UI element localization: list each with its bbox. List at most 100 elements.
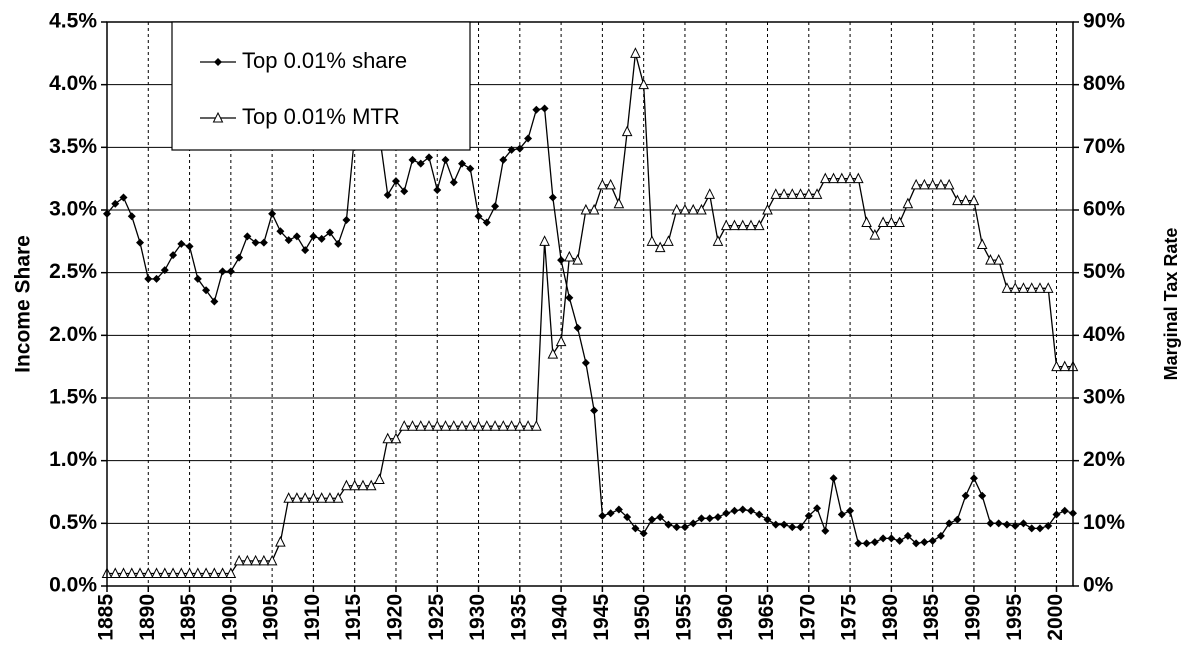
y-tick-label: 3.0% <box>49 198 97 221</box>
x-tick-label: 1910 <box>301 594 324 641</box>
point <box>214 58 222 66</box>
x-tick-label: 2000 <box>1044 594 1067 641</box>
point <box>398 420 410 431</box>
point <box>606 509 615 518</box>
point <box>729 219 740 231</box>
point <box>598 511 607 520</box>
y2-tick-label: 50% <box>1083 260 1125 283</box>
point <box>342 216 351 225</box>
y-tick-label: 4.0% <box>49 72 97 95</box>
point <box>301 246 310 255</box>
point <box>581 358 590 367</box>
point <box>142 567 154 578</box>
point <box>573 323 582 332</box>
point <box>167 567 179 578</box>
point <box>383 190 392 199</box>
y-tick-label: 4.5% <box>49 10 97 33</box>
point <box>136 238 145 247</box>
point <box>209 567 220 578</box>
y2-tick-label: 0% <box>1083 574 1114 597</box>
point <box>755 510 764 519</box>
y2-tick-label: 20% <box>1083 448 1125 471</box>
x-tick-label: 1895 <box>177 594 200 641</box>
series-line <box>107 53 1073 575</box>
grid <box>106 21 1073 587</box>
point <box>217 567 228 578</box>
point <box>829 474 838 483</box>
point <box>894 216 905 228</box>
point <box>679 203 691 215</box>
point <box>175 567 187 578</box>
point <box>250 554 261 566</box>
y-tick-label: 0.5% <box>49 511 97 534</box>
point <box>332 492 344 503</box>
point <box>819 172 831 184</box>
point <box>672 523 681 532</box>
point <box>804 511 813 520</box>
point <box>235 253 244 262</box>
point <box>515 144 524 153</box>
point <box>292 232 301 241</box>
point <box>423 420 435 431</box>
point <box>547 348 559 359</box>
point <box>334 239 343 248</box>
x-tick-label: 1985 <box>920 594 943 641</box>
x-tick-label: 1940 <box>549 594 572 641</box>
point <box>258 554 270 566</box>
point <box>969 474 978 483</box>
point <box>590 406 599 415</box>
point <box>928 536 937 545</box>
point <box>722 509 731 518</box>
point <box>986 519 995 528</box>
point <box>555 335 567 347</box>
point <box>886 216 897 228</box>
x-tick-label: 1930 <box>466 594 489 641</box>
point <box>202 286 211 295</box>
point <box>730 506 739 515</box>
x-tick-label: 1980 <box>879 594 902 641</box>
point <box>415 420 427 431</box>
x-tick-label: 1885 <box>95 594 118 641</box>
point <box>1035 524 1044 533</box>
point <box>522 420 534 431</box>
point <box>365 479 377 491</box>
point <box>506 420 517 431</box>
point <box>697 514 706 523</box>
point <box>357 479 369 491</box>
point <box>1027 524 1036 533</box>
point <box>144 274 153 283</box>
point <box>696 203 707 215</box>
point <box>283 492 294 503</box>
point <box>936 531 945 540</box>
point <box>325 228 334 237</box>
point <box>416 159 425 168</box>
point <box>507 145 516 154</box>
point <box>514 420 526 431</box>
point <box>185 242 194 251</box>
series <box>101 47 1079 578</box>
point <box>912 539 921 548</box>
point <box>631 524 640 533</box>
point <box>853 172 864 184</box>
point <box>680 523 689 532</box>
point <box>151 567 162 578</box>
x-tick-label: 1925 <box>425 594 448 641</box>
point <box>713 513 722 522</box>
point <box>862 539 871 548</box>
point <box>945 519 954 528</box>
point <box>118 567 129 578</box>
point <box>704 188 716 199</box>
point <box>1002 520 1011 529</box>
point <box>712 235 724 246</box>
legend-label: Top 0.01% MTR <box>242 104 400 129</box>
x-tick-label: 1890 <box>136 594 159 641</box>
point <box>920 538 929 547</box>
point <box>193 274 202 283</box>
y-tick-label: 1.5% <box>49 386 97 409</box>
point <box>489 420 501 431</box>
y-tick-label: 3.5% <box>49 135 97 158</box>
point <box>243 232 252 241</box>
point <box>284 236 293 245</box>
point <box>854 539 863 548</box>
point <box>192 567 204 578</box>
